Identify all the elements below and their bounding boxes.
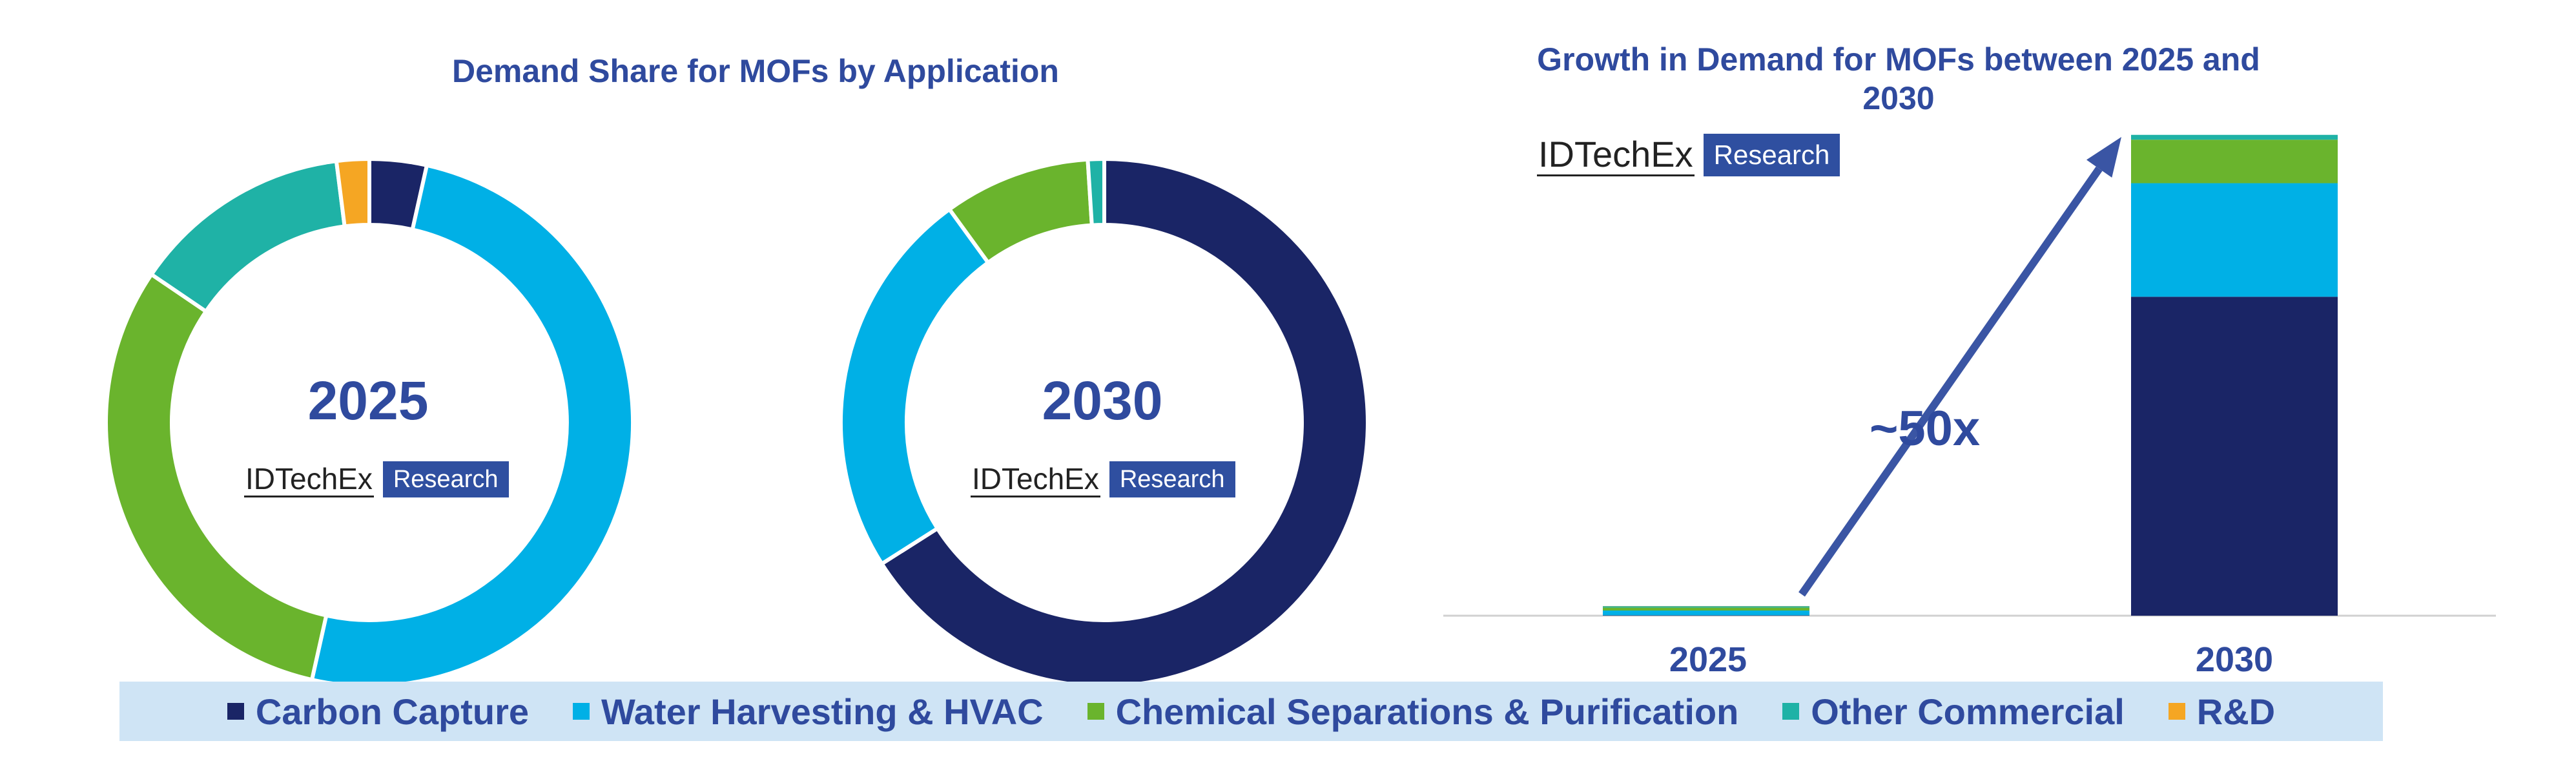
legend-item-rd: R&D bbox=[2168, 691, 2276, 733]
right-chart-title: Growth in Demand for MOFs between 2025 a… bbox=[1537, 41, 2260, 116]
legend-label: Water Harvesting & HVAC bbox=[601, 691, 1044, 732]
bar-2030-carbon-capture bbox=[2131, 297, 2338, 616]
bar-2030-chemical-separations-purification bbox=[2131, 140, 2338, 183]
logo-wordmark: IDTechEx bbox=[244, 462, 374, 497]
logo-wordmark: IDTechEx bbox=[971, 462, 1100, 497]
donut-2025-slice-water-harvesting-hvac bbox=[312, 165, 633, 686]
growth-arrow-head bbox=[2086, 137, 2121, 178]
bar-2030-other-commercial bbox=[2131, 134, 2338, 140]
donut-2025-slice-chemical-separations-purification bbox=[104, 271, 329, 682]
donut-2030-slice-other-commercial bbox=[1086, 156, 1106, 227]
logo-research-box: Research bbox=[382, 461, 509, 497]
legend-swatch bbox=[573, 703, 590, 720]
donut-2025-slice-carbon-capture bbox=[367, 156, 429, 232]
legend-label: R&D bbox=[2196, 691, 2276, 732]
legend-swatch bbox=[227, 703, 244, 720]
legend-item-chemical-separations: Chemical Separations & Purification bbox=[1087, 691, 1739, 733]
legend-swatch bbox=[2168, 703, 2185, 720]
bar-2025-water-harvesting-hvac bbox=[1603, 610, 1809, 616]
growth-annotation: ~50x bbox=[1870, 401, 1981, 456]
donut-2030-slice-carbon-capture bbox=[879, 156, 1370, 688]
x-tick-label-2025: 2025 bbox=[1669, 640, 1747, 679]
legend-label: Other Commercial bbox=[1811, 691, 2125, 732]
legend: Carbon Capture Water Harvesting & HVAC C… bbox=[119, 682, 2383, 741]
bar-2025-carbon-capture bbox=[1603, 615, 1809, 616]
donut-2030-logo: IDTechEx Research bbox=[971, 461, 1235, 497]
donut-2025-logo: IDTechEx Research bbox=[244, 461, 509, 497]
legend-item-water-harvesting: Water Harvesting & HVAC bbox=[573, 691, 1044, 733]
bar-chart-logo: IDTechEx Research bbox=[1537, 134, 1840, 176]
logo-wordmark: IDTechEx bbox=[1537, 134, 1695, 176]
donut-2025-slice-r-d bbox=[334, 156, 371, 229]
legend-label: Chemical Separations & Purification bbox=[1115, 691, 1739, 732]
growth-arrow-shaft bbox=[1798, 166, 2103, 597]
donut-2030-slice-water-harvesting-hvac bbox=[839, 206, 991, 567]
donut-2025-slice-other-commercial bbox=[149, 158, 347, 315]
x-tick-label-2030: 2030 bbox=[2195, 640, 2274, 679]
legend-swatch bbox=[1087, 703, 1104, 720]
legend-item-other-commercial: Other Commercial bbox=[1782, 691, 2125, 733]
left-chart-title: Demand Share for MOFs by Application bbox=[452, 53, 1059, 89]
bar-2025-chemical-separations-purification bbox=[1603, 607, 1809, 611]
logo-research-box: Research bbox=[1109, 461, 1235, 497]
donut-2025-center-label: 2025 bbox=[307, 370, 429, 431]
logo-research-box: Research bbox=[1703, 134, 1840, 176]
legend-swatch bbox=[1782, 703, 1800, 720]
legend-item-carbon-capture: Carbon Capture bbox=[227, 691, 529, 733]
bar-2030-water-harvesting-hvac bbox=[2131, 183, 2338, 297]
bar-2025-other-commercial bbox=[1603, 606, 1809, 608]
legend-label: Carbon Capture bbox=[255, 691, 530, 732]
donut-2030-center-label: 2030 bbox=[1042, 370, 1163, 431]
